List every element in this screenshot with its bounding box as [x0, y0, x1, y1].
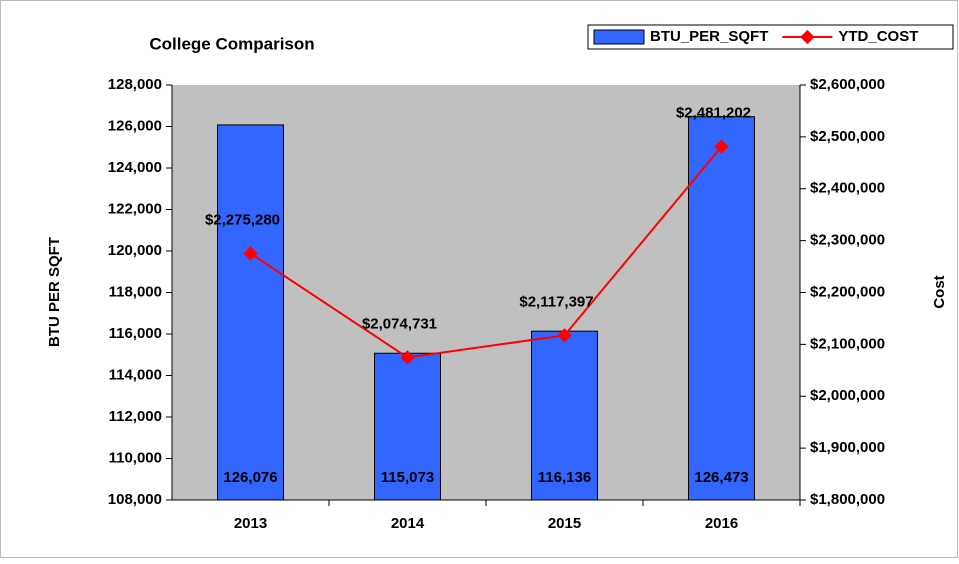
- y2-tick-label: $1,900,000: [810, 439, 885, 456]
- y2-tick-label: $2,100,000: [810, 335, 885, 352]
- legend-swatch: [593, 29, 645, 45]
- bar: [374, 352, 441, 501]
- line-value-label: $2,481,202: [676, 105, 751, 122]
- y2-tick-label: $1,800,000: [810, 491, 885, 508]
- bar-value-label: 116,136: [538, 469, 591, 486]
- y-tick-label: 116,000: [109, 325, 162, 342]
- y-tick-label: 110,000: [109, 449, 162, 466]
- y-tick-label: 108,000: [108, 491, 162, 508]
- y2-tick-label: $2,000,000: [810, 387, 885, 404]
- bar-value-label: 115,073: [381, 469, 434, 486]
- y-tick-label: 122,000: [108, 200, 162, 217]
- line-marker: [714, 139, 729, 154]
- y-tick-label: 126,000: [108, 117, 162, 134]
- legend-label: YTD_COST: [838, 28, 918, 45]
- line-marker: [400, 350, 415, 365]
- bar-value-label: 126,076: [223, 469, 277, 486]
- y2-tick-label: $2,300,000: [810, 232, 885, 249]
- bar: [217, 124, 284, 501]
- chart-title: College Comparison: [149, 34, 314, 53]
- y-tick-label: 112,000: [109, 408, 162, 425]
- line-value-label: $2,117,397: [519, 293, 593, 310]
- x-tick-label: 2016: [705, 515, 738, 532]
- y-tick-label: 124,000: [108, 159, 162, 176]
- bar: [531, 330, 598, 501]
- bar: [688, 116, 755, 501]
- legend-box: [587, 24, 954, 50]
- x-tick-label: 2015: [548, 515, 581, 532]
- line: [249, 145, 723, 359]
- legend-label: BTU_PER_SQFT: [650, 28, 768, 45]
- x-tick-label: 2013: [234, 515, 267, 532]
- y2-tick-label: $2,500,000: [810, 128, 885, 145]
- bar-value-label: 126,473: [694, 469, 748, 486]
- y-tick-label: 128,000: [108, 76, 162, 93]
- y-tick-label: 118,000: [109, 283, 162, 300]
- y-tick-label: 114,000: [109, 366, 162, 383]
- y2-tick-label: $2,600,000: [810, 76, 885, 93]
- y-tick-label: 120,000: [108, 242, 162, 259]
- line-value-label: $2,275,280: [205, 211, 280, 228]
- y-axis-title: BTU PER SQFT: [46, 237, 63, 347]
- line-value-label: $2,074,731: [362, 315, 437, 332]
- y2-axis-title: Cost: [931, 275, 948, 308]
- y2-tick-label: $2,200,000: [810, 283, 885, 300]
- line-marker: [557, 328, 572, 343]
- legend-marker: [800, 29, 815, 45]
- y2-tick-label: $2,400,000: [810, 180, 885, 197]
- x-tick-label: 2014: [391, 515, 425, 532]
